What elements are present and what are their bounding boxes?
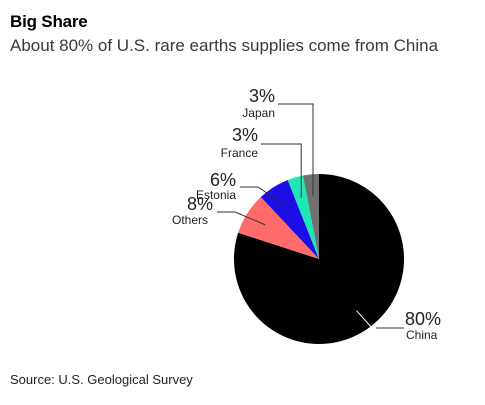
data-label-japan-name: Japan	[242, 106, 275, 120]
data-label-estonia-percent: 6%	[210, 170, 236, 190]
data-label-others-name: Others	[172, 213, 208, 227]
data-label-china-percent: 80%	[405, 309, 441, 329]
chart-title: Big Share	[10, 12, 88, 31]
pie-slice-france	[287, 175, 319, 259]
data-label-others-percent: 8%	[187, 194, 213, 214]
data-label-japan-percent: 3%	[249, 86, 275, 106]
pie-slice-estonia	[260, 179, 319, 259]
source-note: Source: U.S. Geological Survey	[10, 372, 193, 387]
pie-slice-others	[238, 197, 319, 259]
chart-subtitle: About 80% of U.S. rare earths supplies c…	[10, 36, 439, 55]
leader-line-others	[217, 211, 266, 226]
pie-slice-japan	[303, 174, 319, 259]
data-label-estonia-name: Estonia	[196, 188, 236, 202]
leader-line-estonia	[240, 186, 286, 206]
leader-line-france	[261, 143, 302, 198]
data-label-france-name: France	[221, 146, 259, 160]
data-label-france-percent: 3%	[232, 125, 258, 145]
data-label-china-name: China	[406, 328, 438, 342]
leader-line-japan	[278, 103, 314, 196]
